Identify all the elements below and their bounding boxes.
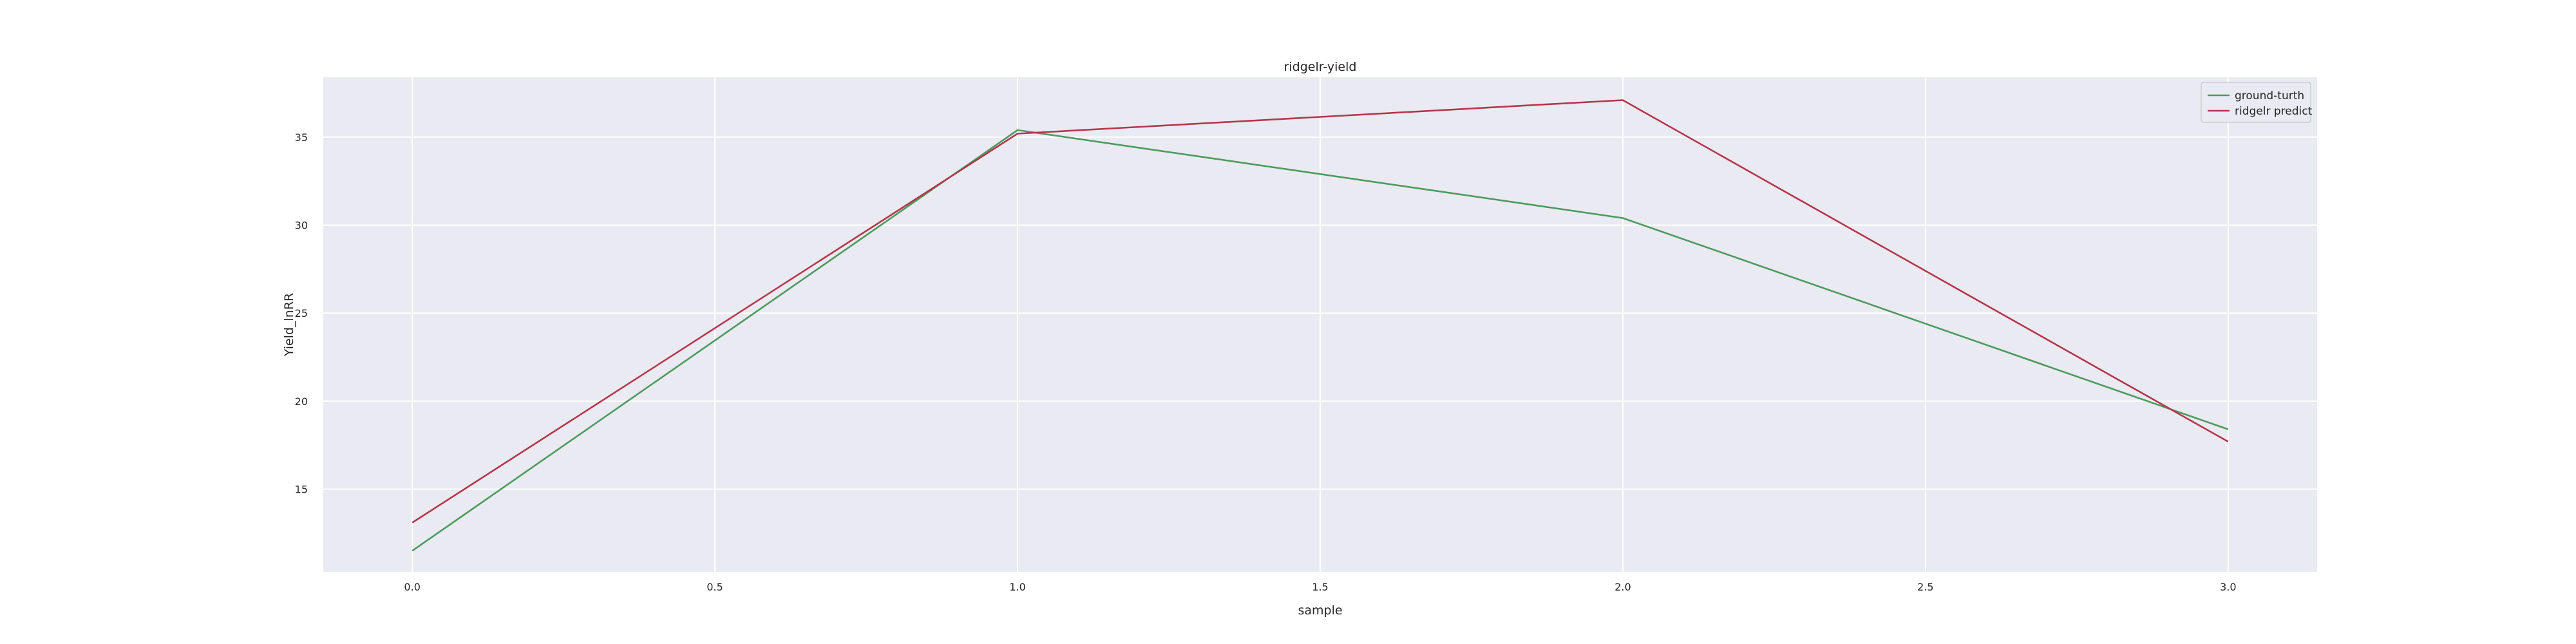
x-tick-label: 0.0 <box>404 581 420 593</box>
chart-title: ridgelr-yield <box>1284 60 1357 74</box>
y-tick-label: 15 <box>295 484 308 496</box>
y-axis-title: Yield_lnRR <box>282 293 296 357</box>
y-tick-label: 20 <box>295 395 308 408</box>
x-tick-label: 3.0 <box>2220 581 2236 593</box>
series-line-0 <box>412 129 2229 552</box>
x-tick-label: 1.5 <box>1312 581 1328 593</box>
legend-label: ground-turth <box>2235 90 2304 102</box>
x-tick-label: 2.5 <box>1917 581 1933 593</box>
y-tick-label: 35 <box>295 131 308 144</box>
x-tick-label: 2.0 <box>1615 581 1631 593</box>
legend: ground-turth ridgelr predict <box>2201 82 2313 123</box>
y-tick-label: 25 <box>295 307 308 319</box>
legend-label: ridgelr predict <box>2235 105 2313 118</box>
grid <box>323 77 2317 572</box>
x-tick-label: 0.5 <box>706 581 723 593</box>
y-tick-label: 30 <box>295 220 308 232</box>
x-tick-label: 1.0 <box>1009 581 1025 593</box>
series-line-1 <box>412 99 2229 524</box>
legend-box <box>2201 82 2311 123</box>
tick-labels: 0.0 0.5 1.0 1.5 2.0 2.5 3.0 15 20 25 30 35 <box>295 131 2237 593</box>
series-lines <box>412 99 2229 552</box>
x-axis-title: sample <box>1298 603 1342 618</box>
